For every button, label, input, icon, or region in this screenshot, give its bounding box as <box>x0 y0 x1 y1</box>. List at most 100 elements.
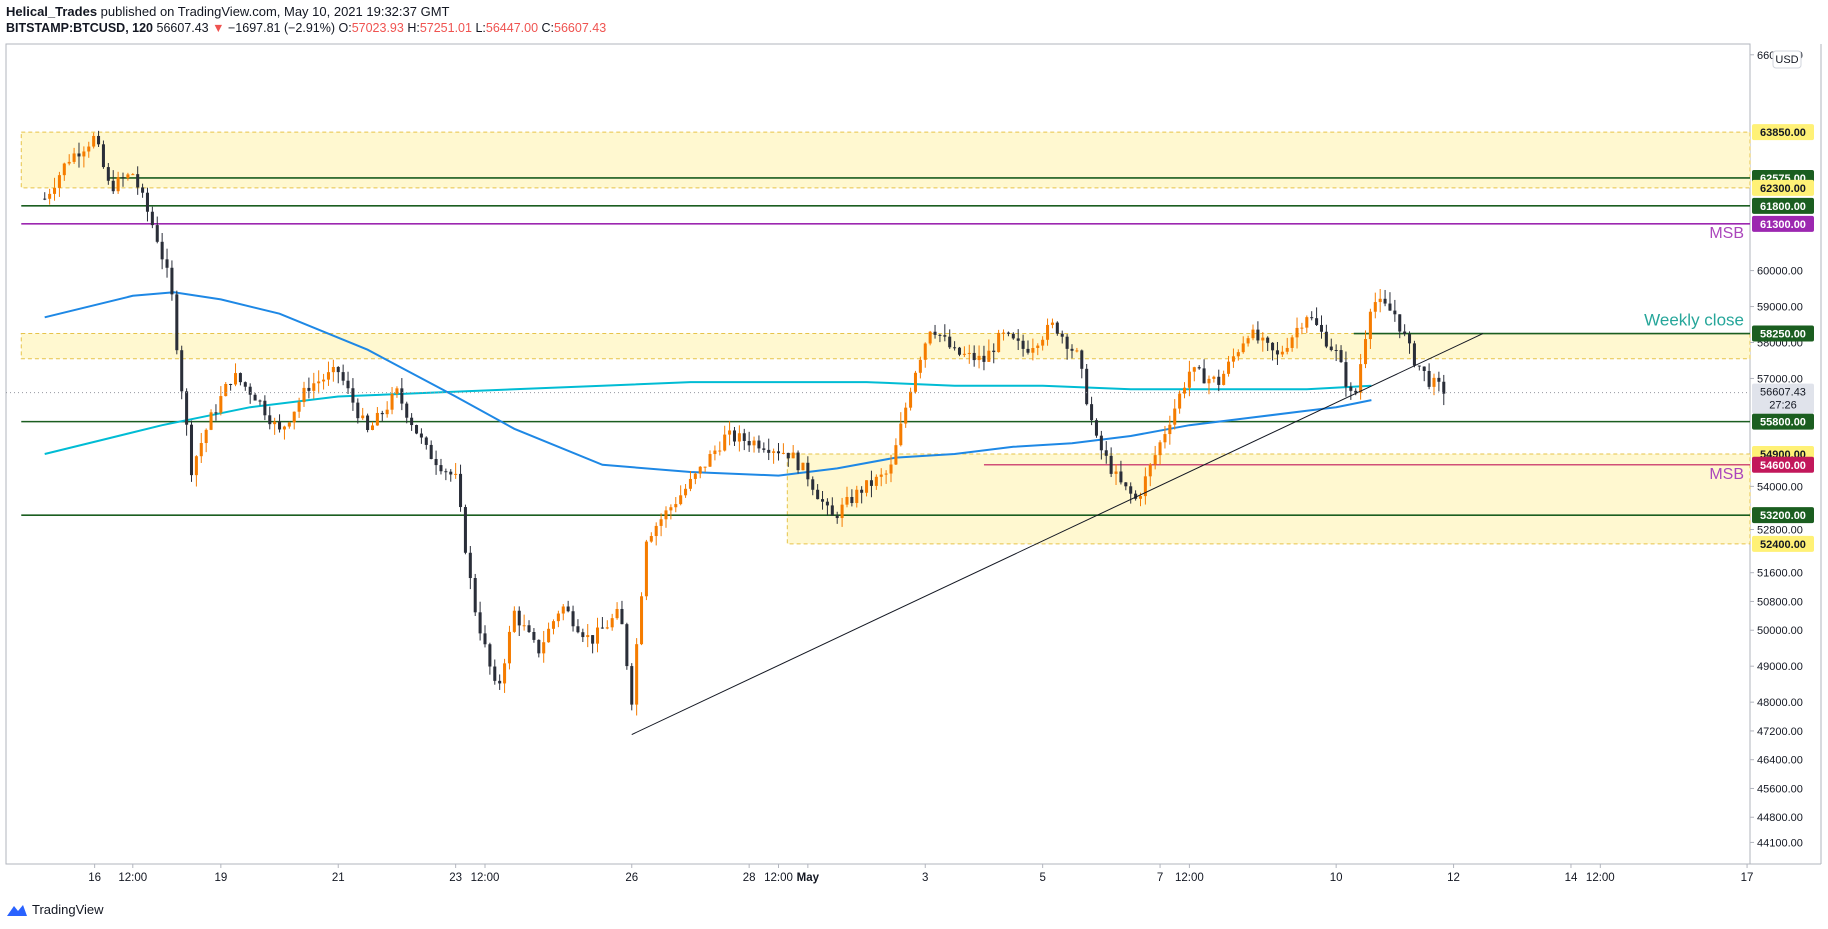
candle-up <box>723 434 727 451</box>
level-badge: 54600.00 <box>1760 460 1806 472</box>
symbol-label: BITSTAMP:BTCUSD, 120 <box>6 21 154 35</box>
candle-up <box>282 426 286 430</box>
candle-down <box>1388 303 1392 311</box>
candle-up <box>1290 337 1294 348</box>
level-badge-bg <box>1752 507 1814 524</box>
candle-up <box>1173 408 1177 425</box>
candle-down <box>1021 340 1025 349</box>
candle-down <box>424 437 428 445</box>
candle-up <box>82 151 86 157</box>
candle-up <box>913 372 917 392</box>
candle-up <box>317 381 321 384</box>
candles <box>43 130 1446 716</box>
candle-down <box>957 347 962 355</box>
candle-down <box>1349 386 1353 391</box>
candle-down <box>869 480 873 486</box>
candle-down <box>1109 455 1113 474</box>
y-tick-label: 57000.00 <box>1757 373 1803 385</box>
tradingview-logo[interactable]: TradingView <box>6 902 104 917</box>
candle-up <box>752 440 756 446</box>
candle-down <box>591 635 595 644</box>
y-tick-label: 45600.00 <box>1757 783 1803 795</box>
candle-up <box>375 412 379 426</box>
candle-down <box>439 465 443 472</box>
candle-up <box>1222 373 1226 385</box>
candle-down <box>1129 486 1133 494</box>
candle-up <box>126 174 130 179</box>
candle-up <box>1143 476 1147 497</box>
candle-down <box>488 644 492 667</box>
x-tick-label: 28 <box>743 872 756 884</box>
currency-label: USD <box>1775 54 1798 66</box>
low-label: L: <box>475 21 486 35</box>
time-axis[interactable]: 16 12:00 19 21 23 12:00 26 28 12:00 May 3 5 7 12:00 10… <box>88 864 1753 884</box>
candle-down <box>532 631 536 640</box>
currency-button[interactable]: USD <box>1772 50 1802 69</box>
x-tick-label: 23 <box>449 872 462 884</box>
x-tick-label: 12:00 <box>764 872 793 884</box>
candle-down <box>136 174 140 188</box>
candle-down <box>581 632 585 638</box>
candle-up <box>713 450 717 455</box>
candle-up <box>297 402 301 412</box>
candle-down <box>180 350 184 392</box>
candle-down <box>571 611 575 627</box>
candle-up <box>1031 347 1035 353</box>
candle-up <box>219 396 223 413</box>
y-tick-label: 48000.00 <box>1757 697 1803 709</box>
price-axis[interactable]: 66000.0060000.0059000.0058000.0057000.00… <box>1750 50 1803 850</box>
x-tick-label: 12 <box>1447 872 1460 884</box>
candle-up <box>635 644 639 705</box>
x-tick-label: 3 <box>922 872 928 884</box>
candle-down <box>992 350 996 353</box>
candle-down <box>576 626 580 633</box>
candle-down <box>336 366 340 373</box>
candle-down <box>400 388 404 404</box>
candle-up <box>644 541 648 597</box>
candle-up <box>791 452 795 459</box>
candle-up <box>87 146 91 152</box>
candle-down <box>1398 314 1402 332</box>
horizontal-levels <box>21 177 1750 516</box>
down-arrow-icon: ▼ <box>212 21 225 35</box>
candle-down <box>1271 342 1275 351</box>
candle-down <box>830 505 834 516</box>
author-name[interactable]: Helical_Trades <box>6 4 98 19</box>
brand-label: TradingView <box>32 902 104 917</box>
candle-up <box>1168 424 1172 435</box>
candle-up <box>610 618 614 628</box>
published-text: published on TradingView.com, May 10, 20… <box>97 4 450 19</box>
candle-up <box>1192 367 1196 372</box>
low-value: 56447.00 <box>485 21 539 35</box>
candle-up <box>1359 364 1363 393</box>
candle-down <box>850 496 854 504</box>
price-badges: 63850.0062575.0062300.0061800.0061300.00… <box>1752 124 1814 552</box>
close-value: 56607.43 <box>554 21 607 35</box>
candle-up <box>909 391 913 408</box>
level-badge: 55800.00 <box>1760 417 1806 429</box>
candle-down <box>278 421 282 430</box>
msb-annotation: MSB <box>1709 225 1744 242</box>
candle-up <box>664 510 668 520</box>
level-badge-bg <box>1752 215 1814 232</box>
candle-up <box>1280 351 1284 355</box>
candle-down <box>1334 350 1338 352</box>
candle-down <box>189 424 194 476</box>
candle-up <box>987 350 991 362</box>
candle-down <box>463 507 467 553</box>
candle-down <box>141 187 145 193</box>
candle-up <box>855 489 859 504</box>
y-tick-label: 60000.00 <box>1757 266 1803 278</box>
open-label: O: <box>338 21 352 35</box>
candle-up <box>684 488 688 496</box>
candle-down <box>1403 331 1407 335</box>
candle-up <box>1432 377 1436 387</box>
high-label: H: <box>407 21 420 35</box>
y-tick-label: 46400.00 <box>1757 755 1803 767</box>
candle-down <box>478 612 482 634</box>
candle-up <box>1148 464 1152 477</box>
candle-down <box>150 211 154 226</box>
candle-down <box>185 391 189 425</box>
candle-up <box>1002 332 1006 334</box>
